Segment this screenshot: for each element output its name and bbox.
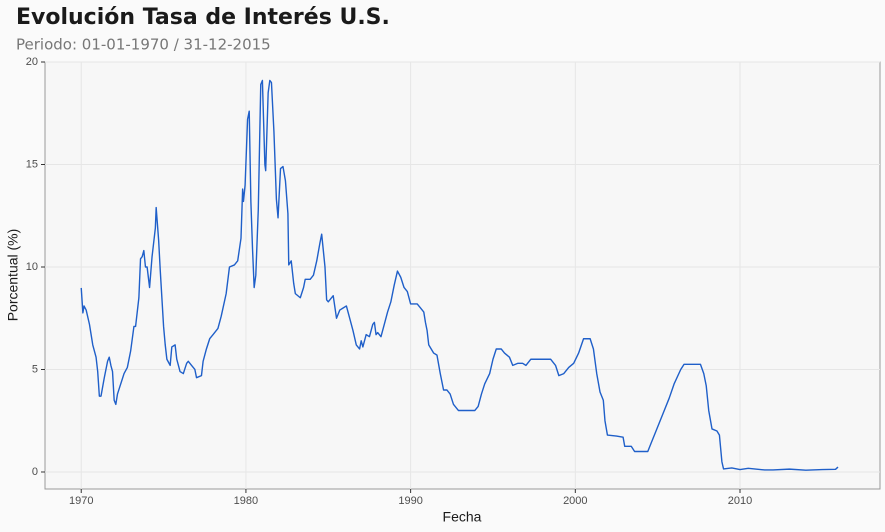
y-tick-label: 0: [32, 466, 38, 478]
x-tick-label: 1990: [398, 495, 422, 507]
chart-title: Evolución Tasa de Interés U.S.: [16, 5, 390, 30]
x-tick-label: 2010: [728, 495, 752, 507]
x-tick-label: 2000: [563, 495, 587, 507]
x-axis-title: Fecha: [443, 509, 482, 525]
x-tick-label: 1970: [69, 495, 93, 507]
plot-panel: [44, 61, 881, 490]
x-tick-label: 1980: [234, 495, 258, 507]
y-tick-label: 5: [32, 363, 38, 375]
y-tick-label: 10: [26, 261, 38, 273]
y-tick-label: 15: [26, 158, 38, 170]
chart-subtitle: Periodo: 01-01-1970 / 31-12-2015: [16, 36, 271, 54]
y-tick-label: 20: [26, 56, 38, 68]
data-line: [80, 79, 839, 471]
y-axis-title: Porcentual (%): [5, 229, 21, 322]
